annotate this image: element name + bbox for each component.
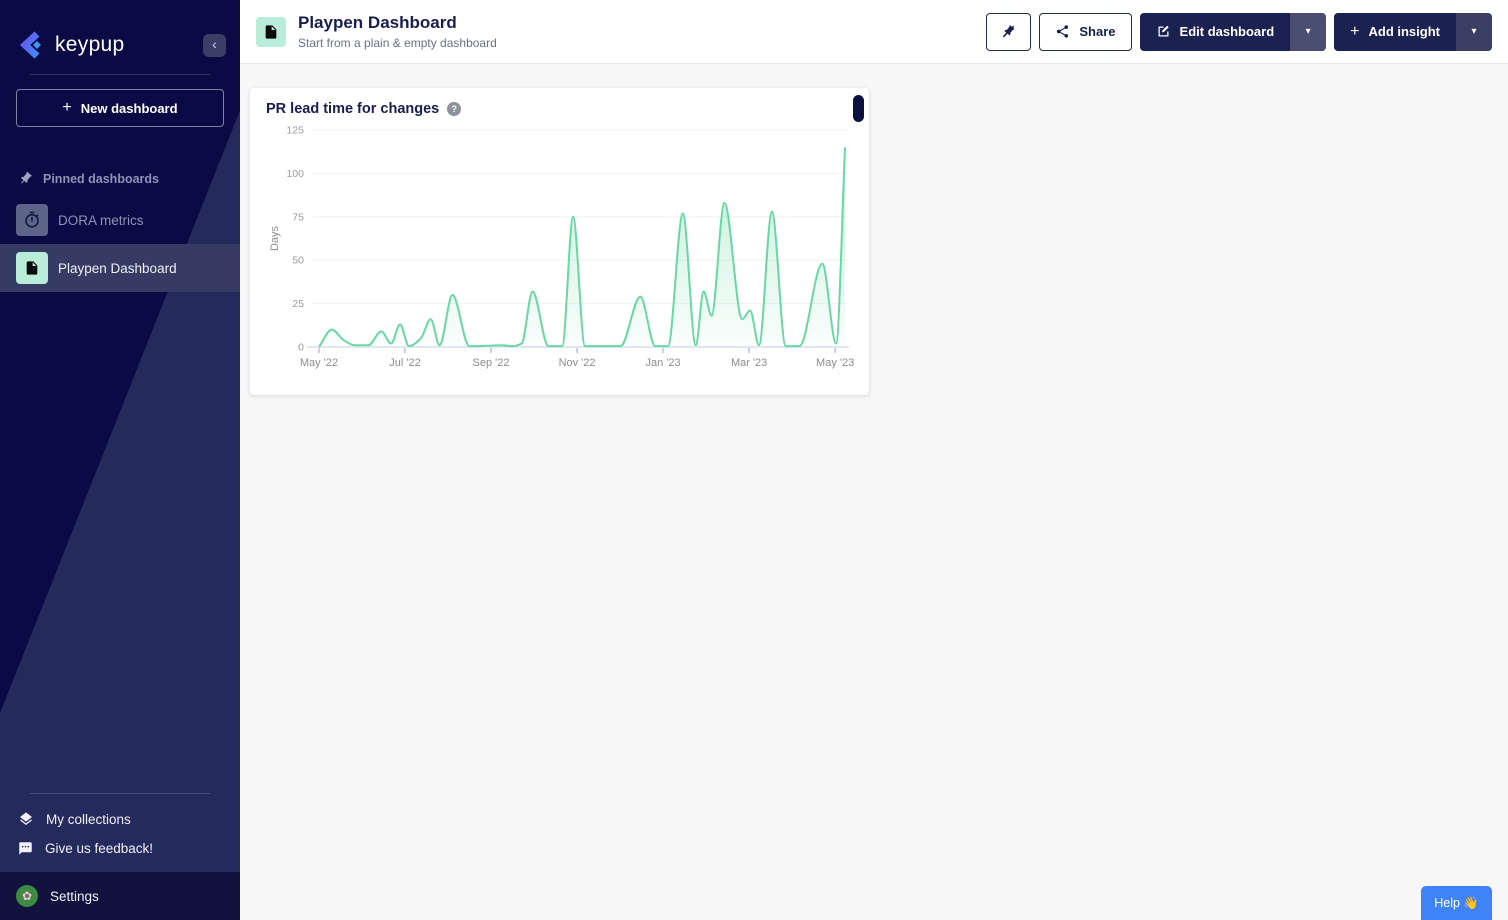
main-area: Playpen Dashboard Start from a plain & e… <box>240 0 1508 920</box>
page-header: Playpen Dashboard Start from a plain & e… <box>240 0 1508 64</box>
svg-text:Days: Days <box>269 225 281 251</box>
stopwatch-icon <box>25 211 39 228</box>
svg-text:Jul '22: Jul '22 <box>389 357 420 369</box>
add-insight-label: Add insight <box>1368 24 1441 39</box>
chat-icon <box>19 842 32 855</box>
add-insight-split-button: + Add insight ▾ <box>1334 12 1492 51</box>
layers-icon <box>20 812 32 826</box>
sidebar-item-label: Playpen Dashboard <box>58 260 177 276</box>
dashboard-content: PR lead time for changes ? 0 25 50 75 100 125… <box>240 64 1508 920</box>
share-label: Share <box>1079 24 1116 39</box>
svg-text:125: 125 <box>286 125 304 137</box>
user-avatar: ✿ <box>16 885 38 907</box>
chart-card-header: PR lead time for changes ? <box>250 88 869 122</box>
svg-text:May '23: May '23 <box>816 357 854 369</box>
header-actions: Share Edit dashboard ▾ + Add insight <box>986 12 1492 51</box>
lead-time-line-chart: 0 25 50 75 100 125 May '22 Jul '22 Sep '22 Nov '2… <box>269 125 854 370</box>
edit-dashboard-dropdown[interactable]: ▾ <box>1290 12 1327 51</box>
my-collections-label: My collections <box>46 811 131 827</box>
sidebar-item-label: DORA metrics <box>58 212 144 228</box>
svg-text:May '22: May '22 <box>300 357 338 369</box>
settings-label: Settings <box>50 888 99 904</box>
keypup-logo[interactable]: keypup <box>16 30 125 60</box>
edit-dashboard-button[interactable]: Edit dashboard <box>1139 12 1291 51</box>
feedback-link[interactable]: Give us feedback! <box>0 834 240 863</box>
plus-icon: + <box>62 99 72 116</box>
sidebar-item-playpen-dashboard[interactable]: Playpen Dashboard <box>0 244 240 292</box>
add-insight-button[interactable]: + Add insight <box>1334 12 1456 51</box>
page-title: Playpen Dashboard <box>298 13 457 32</box>
document-icon <box>26 261 38 275</box>
new-dashboard-button[interactable]: + New dashboard <box>16 89 224 127</box>
svg-text:25: 25 <box>292 298 304 310</box>
svg-text:Mar '23: Mar '23 <box>731 357 767 369</box>
sidebar: keypup ‹ + New dashboard Pinned dashboar… <box>0 0 240 920</box>
keypup-logo-icon <box>19 31 41 59</box>
unpin-icon <box>1003 25 1015 38</box>
help-tooltip-icon[interactable]: ? <box>447 102 462 116</box>
add-insight-dropdown[interactable]: ▾ <box>1456 12 1492 51</box>
dora-metrics-tile <box>16 204 48 236</box>
page-subtitle: Start from a plain & empty dashboard <box>298 36 497 50</box>
svg-text:0: 0 <box>298 342 304 354</box>
chevron-left-icon: ‹ <box>212 36 217 52</box>
divider <box>30 74 210 75</box>
dashboard-icon-tile <box>256 16 286 47</box>
title-block: Playpen Dashboard Start from a plain & e… <box>298 13 497 50</box>
help-button[interactable]: Help 👋 <box>1421 886 1492 920</box>
plus-icon: + <box>1350 22 1360 40</box>
svg-text:Nov '22: Nov '22 <box>559 357 596 369</box>
pin-icon <box>21 171 32 184</box>
chart-card: PR lead time for changes ? 0 25 50 75 100 125… <box>250 88 869 395</box>
share-icon <box>1057 25 1069 38</box>
sidebar-item-dora-metrics[interactable]: DORA metrics <box>0 196 240 244</box>
edit-dashboard-split-button: Edit dashboard ▾ <box>1139 12 1327 51</box>
svg-text:75: 75 <box>292 211 304 223</box>
settings-button[interactable]: ✿ Settings <box>0 872 240 920</box>
question-glyph: ? <box>451 104 458 114</box>
chart-title: PR lead time for changes <box>266 101 440 117</box>
edit-dashboard-label: Edit dashboard <box>1179 24 1275 39</box>
unpin-button[interactable] <box>986 12 1032 51</box>
brand-name: keypup <box>55 33 125 56</box>
document-icon <box>265 24 277 39</box>
divider <box>30 793 210 794</box>
share-button[interactable]: Share <box>1039 12 1132 51</box>
edit-icon <box>1158 25 1169 37</box>
caret-down-icon: ▾ <box>1471 26 1477 37</box>
pinned-dashboards-section: Pinned dashboards <box>18 171 240 186</box>
caret-down-icon: ▾ <box>1305 26 1311 37</box>
svg-text:50: 50 <box>292 255 304 267</box>
card-menu-pill[interactable] <box>853 95 864 122</box>
svg-text:Jan '23: Jan '23 <box>646 357 681 369</box>
new-dashboard-label: New dashboard <box>80 100 178 116</box>
feedback-label: Give us feedback! <box>45 841 154 856</box>
my-collections-link[interactable]: My collections <box>0 804 240 834</box>
playpen-dashboard-tile <box>16 252 48 284</box>
section-label: Pinned dashboards <box>43 171 159 186</box>
sidebar-logo-row: keypup ‹ <box>0 0 240 60</box>
svg-text:Sep '22: Sep '22 <box>473 357 510 369</box>
sidebar-collapse-button[interactable]: ‹ <box>203 33 226 57</box>
svg-text:100: 100 <box>286 168 304 180</box>
